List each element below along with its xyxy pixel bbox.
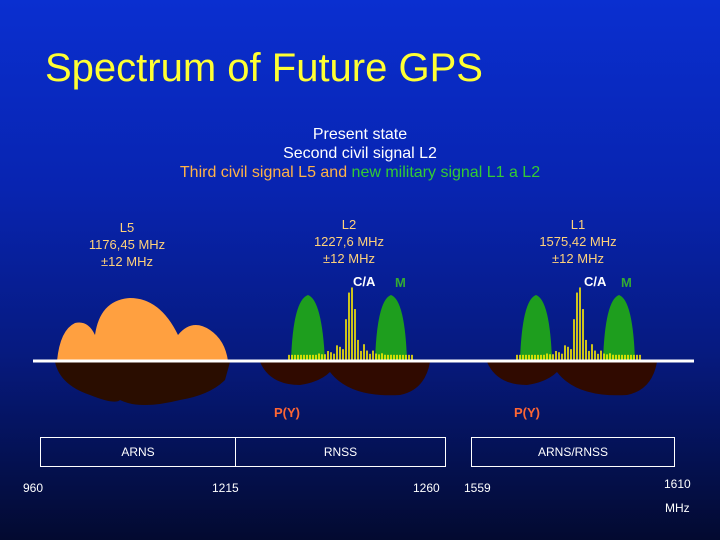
subtitle-second-civil: Second civil signal L2 — [283, 145, 437, 162]
tick-1559: 1559 — [464, 481, 491, 495]
l1-py-label: P(Y) — [514, 405, 540, 420]
l5-width: ±12 MHz — [101, 254, 153, 269]
allocation-arns-label: ARNS — [121, 445, 155, 459]
l1-freq: 1575,42 MHz — [539, 234, 617, 249]
l2-label: L2 1227,6 MHz ±12 MHz — [279, 216, 419, 267]
l2-py-label: P(Y) — [274, 405, 300, 420]
l2-ca-label: C/A — [353, 274, 376, 289]
tick-1260: 1260 — [413, 481, 440, 495]
l2-shadow — [260, 362, 430, 396]
l1-m-label: M — [621, 275, 632, 290]
l1-military-right — [603, 295, 635, 361]
l5-signal — [57, 298, 228, 361]
allocation-arns-rnss-label: ARNS/RNSS — [537, 445, 608, 459]
allocation-rnss: RNSS — [235, 437, 446, 467]
allocation-rnss-label: RNSS — [323, 445, 358, 459]
allocation-arns-rnss: ARNS/RNSS — [471, 437, 675, 467]
l2-m-label: M — [395, 275, 406, 290]
l1-width: ±12 MHz — [552, 251, 604, 266]
l1-military-left — [520, 295, 552, 361]
l1-label: L1 1575,42 MHz ±12 MHz — [508, 216, 648, 267]
l1-ca-label: C/A — [584, 274, 607, 289]
l2-ca-spikes — [288, 287, 413, 361]
l2-width: ±12 MHz — [323, 251, 375, 266]
tick-960: 960 — [23, 481, 44, 495]
subtitle-third-civil-part1: Third civil signal L5 and — [179, 164, 352, 181]
subtitle-third-civil-part2: new military signal L1 a L2 — [351, 164, 541, 181]
l5-label: L5 1176,45 MHz ±12 MHz — [57, 219, 197, 270]
l2-freq: 1227,6 MHz — [313, 234, 385, 249]
l5-name: L5 — [119, 220, 135, 235]
axis-unit: MHz — [665, 501, 690, 515]
l2-name: L2 — [341, 217, 357, 232]
l2-military-left — [291, 295, 325, 361]
l5-freq: 1176,45 MHz — [88, 237, 166, 252]
tick-1610: 1610 — [664, 477, 691, 491]
l5-shadow — [55, 362, 230, 405]
page-title: Spectrum of Future GPS — [45, 46, 483, 90]
subtitle-third-civil: Third civil signal L5 and new military s… — [0, 164, 720, 182]
l2-military-right — [375, 295, 407, 361]
l1-shadow — [487, 362, 657, 396]
tick-1215: 1215 — [212, 481, 239, 495]
l1-name: L1 — [570, 217, 586, 232]
subtitle-present-state: Present state — [312, 126, 408, 143]
allocation-arns: ARNS — [40, 437, 236, 467]
